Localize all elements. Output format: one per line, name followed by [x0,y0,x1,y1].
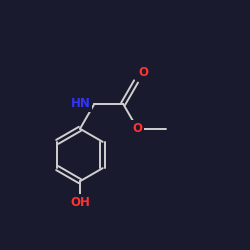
Text: O: O [138,66,148,79]
Text: HN: HN [71,97,91,110]
Text: O: O [132,122,142,135]
Text: OH: OH [70,196,90,209]
